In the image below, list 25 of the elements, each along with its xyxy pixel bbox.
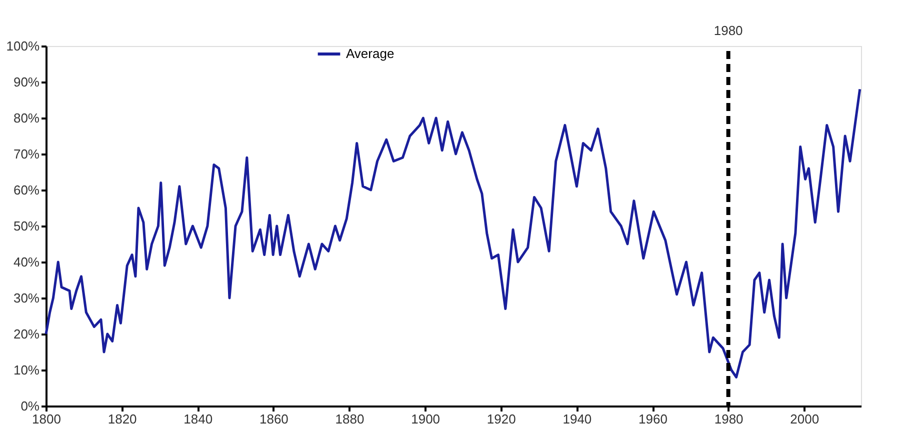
y-tick-label: 50%	[13, 218, 40, 234]
x-tick-label: 1940	[562, 412, 592, 426]
y-tick-label: 100%	[6, 38, 40, 54]
y-tick-label: 10%	[13, 362, 40, 378]
y-tick-label: 70%	[13, 146, 40, 162]
x-tick-label: 1960	[638, 412, 668, 426]
y-tick-label: 40%	[13, 254, 40, 270]
x-tick-label: 1800	[32, 412, 61, 426]
y-tick-label: 90%	[13, 74, 40, 90]
legend-label: Average	[346, 46, 394, 61]
y-tick-label: 0%	[20, 398, 40, 414]
y-tick-label: 60%	[13, 182, 40, 198]
ref-line-label: 1980	[714, 23, 743, 38]
y-tick-label: 80%	[13, 110, 40, 126]
line-series	[44, 88, 862, 378]
x-tick-label: 1820	[108, 412, 137, 426]
x-tick-label: 1880	[335, 412, 364, 426]
x-tick-label: 1980	[714, 412, 744, 426]
y-tick-label: 20%	[13, 326, 40, 342]
y-tick-label: 30%	[13, 290, 40, 306]
x-tick-label: 1840	[184, 412, 213, 426]
x-tick-label: 1920	[486, 412, 516, 426]
x-tick-label: 2000	[790, 412, 820, 426]
x-tick-label: 1900	[411, 412, 440, 426]
x-tick-label: 1860	[259, 412, 288, 426]
